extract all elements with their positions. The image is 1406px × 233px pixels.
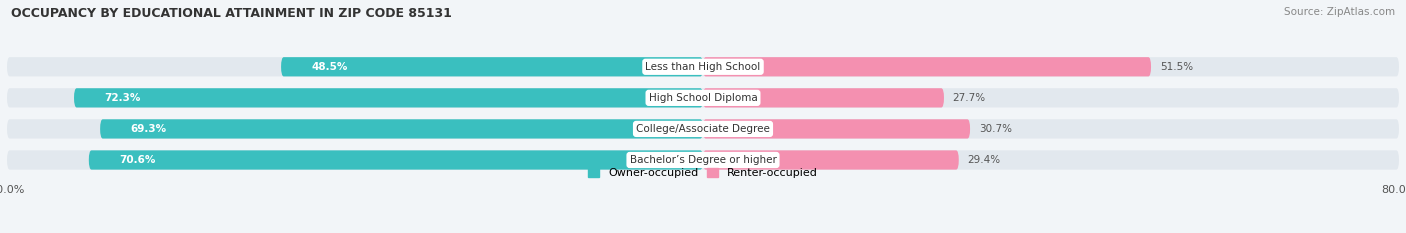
Legend: Owner-occupied, Renter-occupied: Owner-occupied, Renter-occupied (583, 164, 823, 183)
FancyBboxPatch shape (703, 119, 970, 139)
Text: Source: ZipAtlas.com: Source: ZipAtlas.com (1284, 7, 1395, 17)
FancyBboxPatch shape (703, 88, 943, 107)
Text: 70.6%: 70.6% (120, 155, 156, 165)
FancyBboxPatch shape (7, 119, 1399, 139)
Text: 29.4%: 29.4% (967, 155, 1001, 165)
FancyBboxPatch shape (703, 150, 959, 170)
FancyBboxPatch shape (7, 150, 1399, 170)
FancyBboxPatch shape (100, 119, 703, 139)
Text: High School Diploma: High School Diploma (648, 93, 758, 103)
FancyBboxPatch shape (7, 57, 1399, 76)
Text: 48.5%: 48.5% (312, 62, 347, 72)
Text: 51.5%: 51.5% (1160, 62, 1192, 72)
FancyBboxPatch shape (89, 150, 703, 170)
FancyBboxPatch shape (7, 88, 1399, 107)
Text: Bachelor’s Degree or higher: Bachelor’s Degree or higher (630, 155, 776, 165)
Text: OCCUPANCY BY EDUCATIONAL ATTAINMENT IN ZIP CODE 85131: OCCUPANCY BY EDUCATIONAL ATTAINMENT IN Z… (11, 7, 453, 20)
Text: College/Associate Degree: College/Associate Degree (636, 124, 770, 134)
Text: Less than High School: Less than High School (645, 62, 761, 72)
Text: 30.7%: 30.7% (979, 124, 1012, 134)
Text: 27.7%: 27.7% (953, 93, 986, 103)
FancyBboxPatch shape (281, 57, 703, 76)
Text: 72.3%: 72.3% (104, 93, 141, 103)
FancyBboxPatch shape (703, 57, 1152, 76)
FancyBboxPatch shape (75, 88, 703, 107)
Text: 69.3%: 69.3% (131, 124, 167, 134)
